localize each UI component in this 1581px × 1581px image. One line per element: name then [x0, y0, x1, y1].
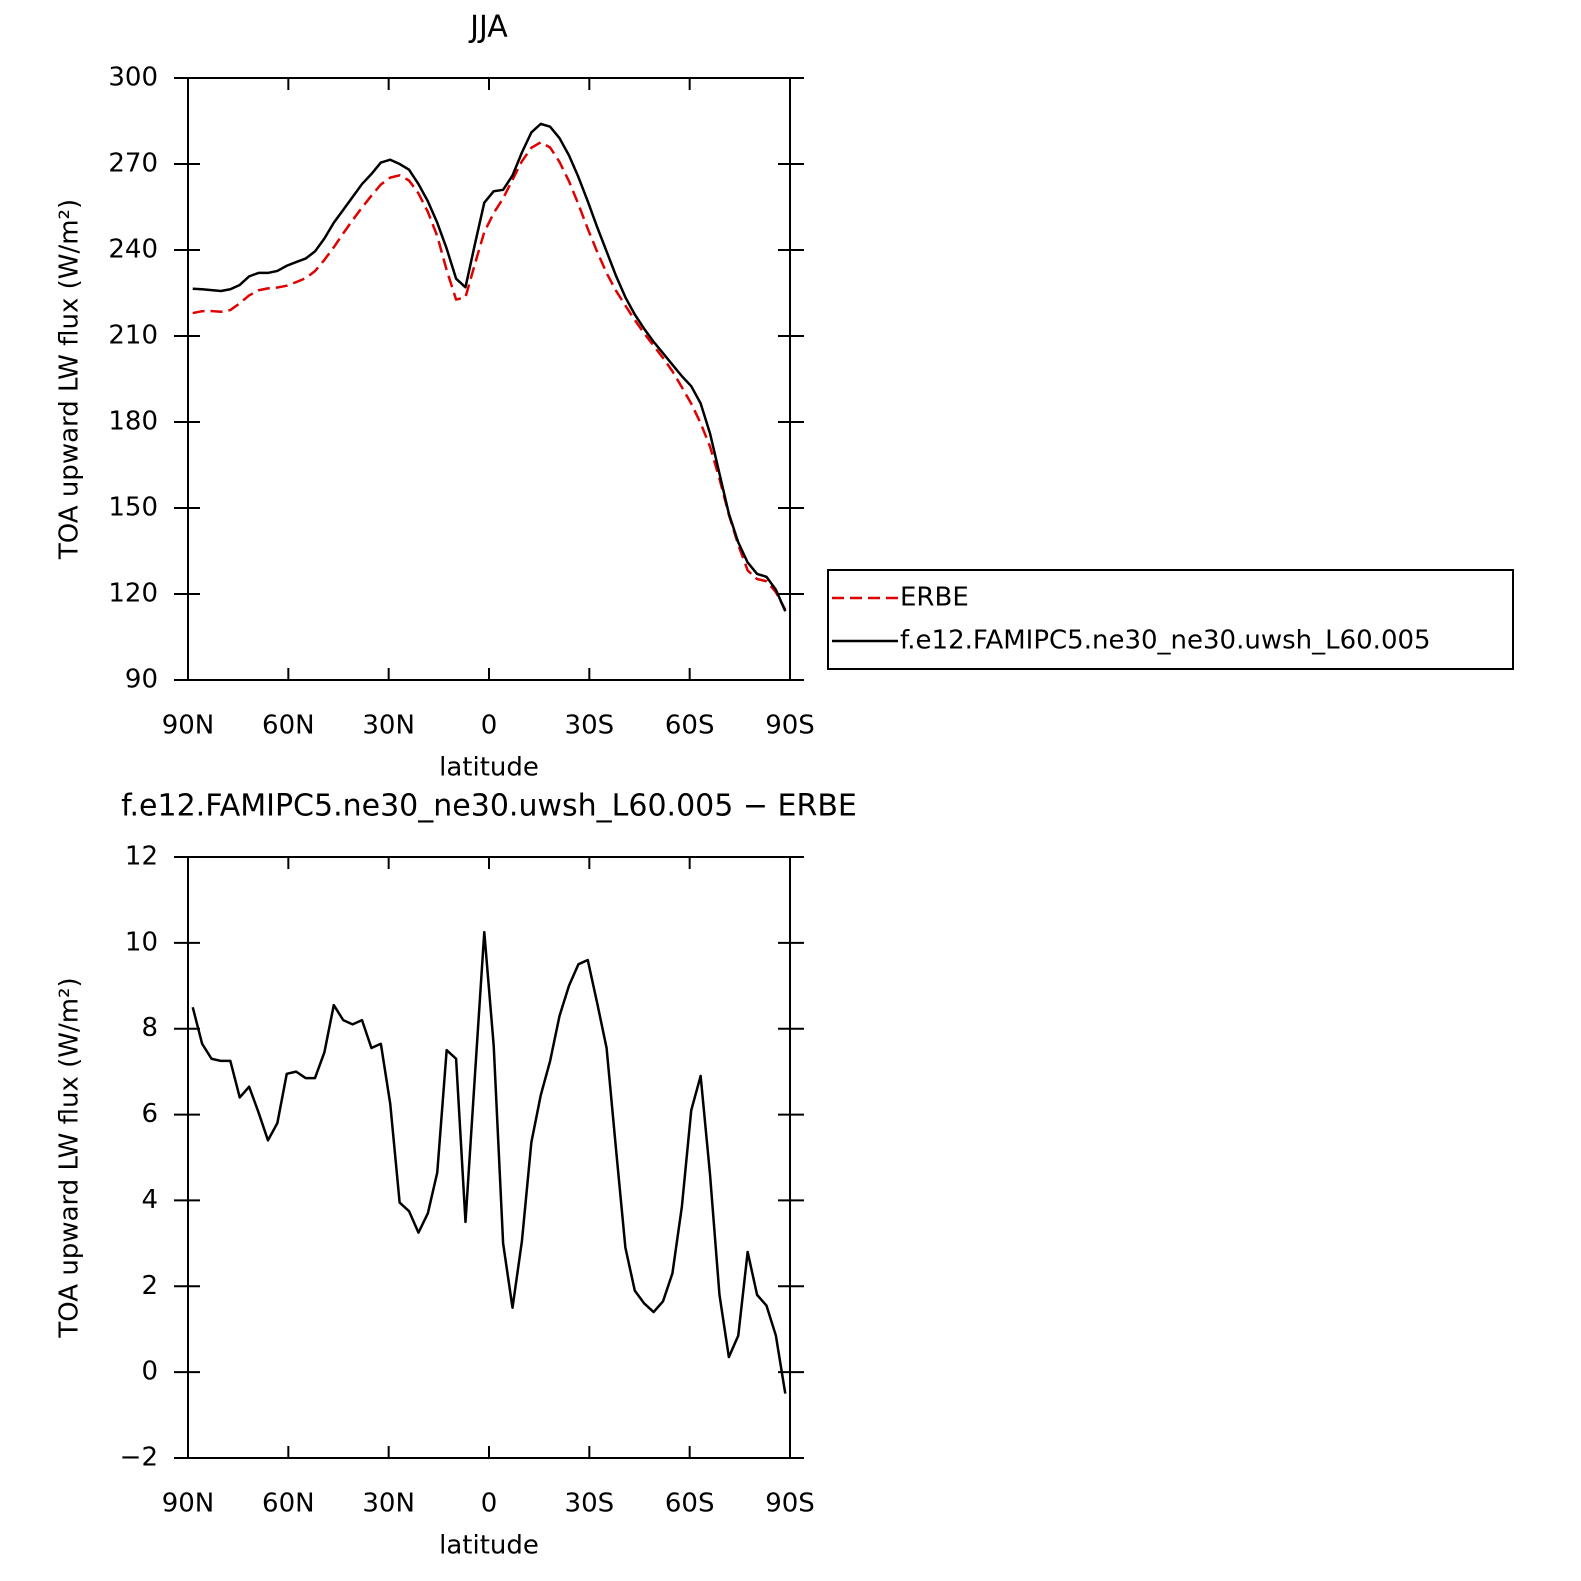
y-tick-label: 270 — [108, 149, 158, 179]
y-tick-label: 210 — [108, 321, 158, 351]
data-line — [192, 122, 787, 612]
y-tick-label: 300 — [108, 63, 158, 93]
chart-title: JJA — [468, 10, 508, 45]
plot-frame — [187, 77, 791, 681]
y-tick-label: 6 — [141, 1099, 158, 1129]
y-tick-label: 150 — [108, 493, 158, 523]
data-line — [191, 930, 787, 1394]
y-tick-label: −2 — [120, 1443, 158, 1473]
y-tick-label: 180 — [108, 407, 158, 437]
y-tick-label: 10 — [125, 927, 158, 957]
y-tick-label: 240 — [108, 235, 158, 265]
x-tick-label: 90S — [765, 1489, 815, 1519]
x-tick-label: 0 — [481, 711, 498, 741]
legend-label: ERBE — [900, 583, 969, 613]
x-axis-label: latitude — [439, 753, 539, 783]
chart-title: f.e12.FAMIPC5.ne30_ne30.uwsh_L60.005 − E… — [121, 789, 857, 824]
legend-label: f.e12.FAMIPC5.ne30_ne30.uwsh_L60.005 — [900, 626, 1431, 656]
y-tick-label: 120 — [108, 579, 158, 609]
y-tick-label: 4 — [141, 1185, 158, 1215]
y-tick-label: 8 — [141, 1013, 158, 1043]
x-tick-label: 30S — [565, 711, 615, 741]
y-tick-label: 2 — [141, 1271, 158, 1301]
y-tick-label: 90 — [125, 665, 158, 695]
y-tick-label: 0 — [141, 1357, 158, 1387]
x-tick-label: 60S — [665, 711, 715, 741]
legend-box — [827, 569, 1514, 670]
x-tick-label: 90N — [162, 711, 215, 741]
plot-frame — [187, 856, 791, 1459]
x-axis-label: latitude — [439, 1531, 539, 1561]
x-tick-label: 30N — [362, 711, 415, 741]
x-tick-label: 0 — [481, 1489, 498, 1519]
data-line — [192, 141, 787, 611]
y-tick-label: 12 — [125, 842, 158, 872]
x-tick-label: 60N — [262, 1489, 315, 1519]
y-axis-label: TOA upward LW flux (W/m²) — [55, 977, 85, 1338]
x-tick-label: 30S — [565, 1489, 615, 1519]
x-tick-label: 30N — [362, 1489, 415, 1519]
x-tick-label: 90S — [765, 711, 815, 741]
y-axis-label: TOA upward LW flux (W/m²) — [55, 199, 85, 560]
x-tick-label: 60N — [262, 711, 315, 741]
x-tick-label: 60S — [665, 1489, 715, 1519]
x-tick-label: 90N — [162, 1489, 215, 1519]
